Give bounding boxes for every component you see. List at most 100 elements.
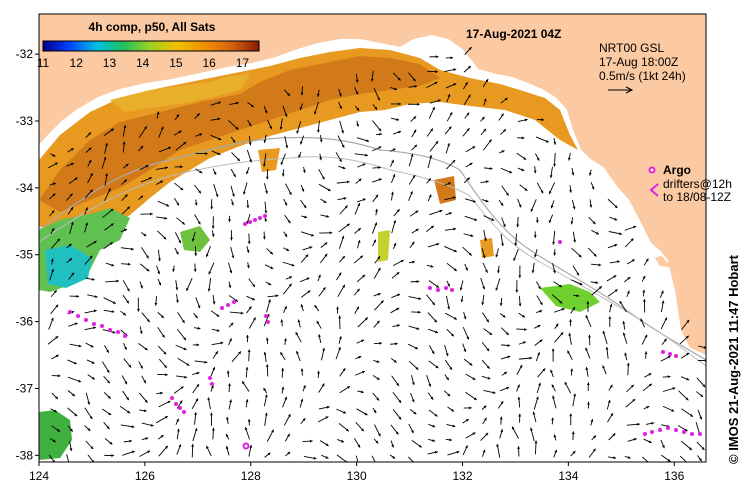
- drifter-track: [68, 310, 127, 338]
- current-arrow: [427, 70, 438, 74]
- current-arrow: [572, 231, 577, 243]
- current-arrow: [408, 423, 414, 434]
- current-arrow: [265, 169, 269, 180]
- current-arrow: [339, 205, 348, 215]
- current-arrow: [500, 355, 511, 360]
- current-arrow: [609, 216, 618, 221]
- current-arrow: [606, 274, 617, 282]
- current-arrow: [84, 189, 94, 199]
- current-arrow: [643, 438, 652, 444]
- current-arrow: [624, 276, 631, 283]
- current-arrow: [501, 371, 508, 376]
- current-arrow: [535, 136, 549, 143]
- current-arrow: [373, 438, 379, 444]
- current-arrow: [587, 401, 590, 409]
- map-title: 17-Aug-2021 04Z: [466, 27, 561, 41]
- current-arrow: [481, 294, 485, 306]
- current-arrow: [446, 280, 451, 287]
- current-arrow: [462, 418, 470, 424]
- current-arrow: [500, 97, 508, 104]
- current-arrow: [462, 246, 473, 256]
- current-arrow: [426, 294, 436, 306]
- current-arrow: [390, 342, 398, 346]
- current-arrow: [409, 409, 417, 415]
- current-arrow: [551, 417, 554, 425]
- current-arrow: [411, 375, 415, 386]
- current-arrow: [427, 242, 440, 248]
- current-arrow: [372, 103, 378, 111]
- current-arrow: [104, 223, 114, 231]
- current-arrow: [228, 295, 239, 303]
- current-arrow: [660, 355, 672, 362]
- current-arrow: [267, 119, 273, 130]
- current-arrow: [355, 370, 366, 376]
- current-arrow: [410, 115, 417, 122]
- current-arrow: [176, 400, 183, 409]
- current-arrow: [263, 387, 268, 394]
- current-arrow: [551, 348, 555, 362]
- sst-patch-cyan-west: [45, 245, 92, 288]
- current-arrow: [140, 212, 153, 216]
- current-arrow: [138, 126, 148, 138]
- current-arrow: [427, 154, 433, 169]
- current-arrow: [428, 409, 438, 417]
- current-arrow: [355, 178, 362, 184]
- current-arrow: [535, 216, 539, 223]
- current-arrow: [156, 111, 160, 119]
- current-arrow: [627, 438, 637, 442]
- current-arrow: [298, 151, 302, 158]
- current-arrow: [537, 368, 546, 378]
- current-arrow: [499, 313, 506, 318]
- current-arrow: [589, 199, 593, 208]
- current-arrow: [300, 199, 307, 209]
- current-arrow: [48, 317, 54, 330]
- current-arrow: [535, 153, 540, 161]
- current-arrow: [314, 304, 320, 312]
- current-arrow: [105, 262, 115, 267]
- current-arrow: [231, 199, 234, 206]
- current-arrow: [300, 417, 306, 425]
- current-arrow: [246, 262, 250, 269]
- current-arrow: [158, 146, 172, 153]
- current-arrow: [283, 198, 288, 206]
- current-arrow: [262, 153, 267, 167]
- current-arrow: [210, 101, 222, 106]
- current-arrow: [102, 208, 114, 219]
- current-arrow: [177, 357, 190, 367]
- current-arrow: [300, 304, 304, 312]
- current-arrow: [173, 197, 180, 206]
- current-arrow: [225, 433, 230, 440]
- current-arrow: [463, 65, 472, 73]
- current-arrow: [429, 99, 441, 104]
- lat-tick-label: -38: [16, 448, 34, 462]
- current-arrow: [48, 162, 58, 169]
- legend-drifters-line1: drifters@12h: [663, 177, 732, 191]
- current-arrow: [551, 294, 563, 304]
- current-arrow: [516, 152, 527, 161]
- current-arrow: [519, 184, 528, 192]
- current-arrow: [225, 445, 230, 456]
- current-arrow: [192, 427, 198, 442]
- current-arrow: [571, 199, 576, 210]
- current-arrow: [495, 248, 499, 258]
- current-arrow: [517, 136, 525, 140]
- current-arrow: [264, 264, 274, 270]
- current-arrow: [231, 351, 242, 363]
- current-arrow: [136, 297, 140, 312]
- current-arrow: [231, 152, 241, 162]
- current-arrow: [284, 433, 291, 442]
- current-arrow: [626, 362, 630, 376]
- current-arrow: [194, 246, 198, 256]
- colorbar-tick-label: 16: [202, 56, 216, 70]
- current-arrow: [156, 166, 169, 170]
- current-arrow: [247, 233, 251, 245]
- current-arrow: [50, 289, 58, 298]
- current-arrow: [175, 294, 179, 303]
- current-arrow: [103, 242, 114, 250]
- current-arrow: [622, 321, 626, 330]
- drifter-track: [170, 396, 186, 414]
- current-arrow: [192, 383, 200, 394]
- current-arrow: [247, 349, 251, 362]
- current-arrow: [392, 391, 402, 404]
- current-arrow: [121, 179, 128, 185]
